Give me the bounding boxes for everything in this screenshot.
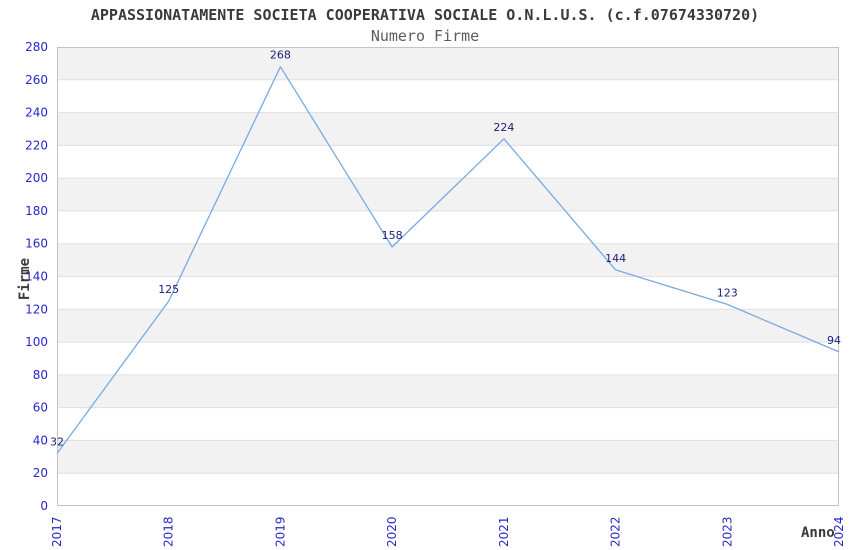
y-tick-label: 100 xyxy=(25,335,48,349)
point-label: 94 xyxy=(827,334,841,347)
chart-title: APPASSIONATAMENTE SOCIETA COOPERATIVA SO… xyxy=(90,6,760,24)
plot-band xyxy=(57,178,839,211)
y-tick-label: 40 xyxy=(33,433,48,447)
y-tick-label: 120 xyxy=(25,302,48,316)
x-tick-label: 2019 xyxy=(273,516,287,547)
plot-band xyxy=(57,374,839,408)
y-tick-label: 140 xyxy=(25,270,48,284)
y-tick-label: 220 xyxy=(25,138,48,152)
y-tick-label: 240 xyxy=(25,106,48,120)
y-tick-label: 160 xyxy=(25,237,48,251)
plot-band xyxy=(57,342,839,375)
x-tick-label: 2024 xyxy=(832,516,846,547)
chart-subtitle: Numero Firme xyxy=(370,27,480,45)
x-tick-label: 2018 xyxy=(162,516,176,547)
plot-band xyxy=(57,309,839,343)
y-tick-label: 180 xyxy=(25,204,48,218)
plot-band xyxy=(57,210,839,244)
plot-band xyxy=(57,112,839,146)
plot-band xyxy=(57,440,839,474)
plot-band xyxy=(57,276,839,310)
x-tick-label: 2022 xyxy=(609,516,623,547)
plot-band xyxy=(57,145,839,179)
y-tick-label: 280 xyxy=(25,40,48,54)
y-tick-label: 0 xyxy=(40,499,48,513)
y-tick-label: 260 xyxy=(25,73,48,87)
point-label: 125 xyxy=(158,283,179,296)
point-label: 123 xyxy=(717,286,738,299)
point-label: 144 xyxy=(605,252,626,265)
y-tick-label: 20 xyxy=(33,466,48,480)
point-label: 158 xyxy=(382,229,403,242)
plot-band xyxy=(57,79,839,113)
y-axis-title: Firme xyxy=(17,257,33,301)
plot-band xyxy=(57,407,839,441)
plot-band xyxy=(57,473,839,506)
x-tick-label: 2023 xyxy=(720,516,734,547)
data-line xyxy=(56,66,840,454)
x-tick-label: 2021 xyxy=(497,516,511,547)
plot-band xyxy=(57,243,839,277)
y-tick-label: 200 xyxy=(25,171,48,185)
plot-border xyxy=(57,47,839,506)
point-label: 224 xyxy=(493,121,514,134)
point-label: 32 xyxy=(50,436,64,449)
x-tick-label: 2020 xyxy=(385,516,399,547)
plot-band xyxy=(57,47,839,80)
x-axis-title: Anno xyxy=(801,525,835,541)
y-tick-label: 60 xyxy=(33,401,48,415)
point-label: 268 xyxy=(270,49,291,62)
y-tick-label: 80 xyxy=(33,368,48,382)
x-tick-label: 2017 xyxy=(50,516,64,547)
